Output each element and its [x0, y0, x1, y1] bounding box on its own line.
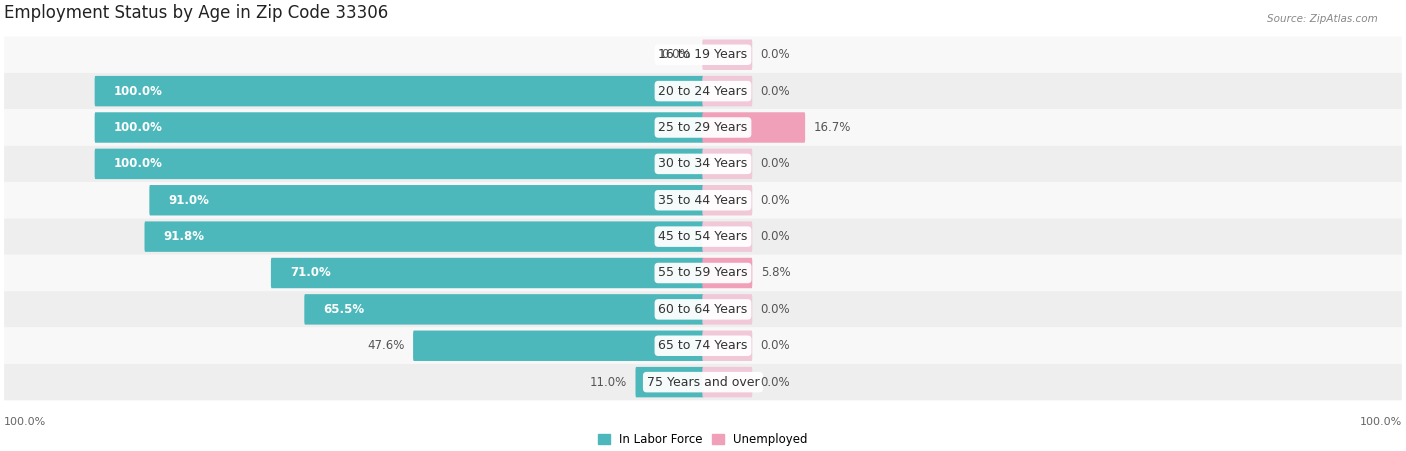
Legend: In Labor Force, Unemployed: In Labor Force, Unemployed: [593, 428, 813, 451]
FancyBboxPatch shape: [4, 109, 1402, 146]
FancyBboxPatch shape: [304, 294, 703, 325]
Text: 0.0%: 0.0%: [761, 85, 790, 97]
Text: 35 to 44 Years: 35 to 44 Years: [658, 194, 748, 207]
Text: 0.0%: 0.0%: [661, 48, 690, 61]
FancyBboxPatch shape: [703, 367, 752, 397]
Text: 0.0%: 0.0%: [761, 376, 790, 389]
Text: 100.0%: 100.0%: [4, 417, 46, 427]
Text: 47.6%: 47.6%: [367, 339, 405, 352]
Text: 91.8%: 91.8%: [163, 230, 204, 243]
FancyBboxPatch shape: [4, 327, 1402, 364]
Text: 16.7%: 16.7%: [814, 121, 851, 134]
Text: 100.0%: 100.0%: [114, 121, 163, 134]
Text: 16 to 19 Years: 16 to 19 Years: [658, 48, 748, 61]
FancyBboxPatch shape: [4, 37, 1402, 73]
Text: 11.0%: 11.0%: [589, 376, 627, 389]
FancyBboxPatch shape: [703, 185, 752, 216]
FancyBboxPatch shape: [703, 149, 752, 179]
Text: 20 to 24 Years: 20 to 24 Years: [658, 85, 748, 97]
Text: 45 to 54 Years: 45 to 54 Years: [658, 230, 748, 243]
Text: 0.0%: 0.0%: [761, 230, 790, 243]
FancyBboxPatch shape: [145, 221, 703, 252]
FancyBboxPatch shape: [4, 146, 1402, 182]
Text: 71.0%: 71.0%: [290, 267, 330, 280]
FancyBboxPatch shape: [703, 40, 752, 70]
Text: 100.0%: 100.0%: [114, 85, 163, 97]
Text: 25 to 29 Years: 25 to 29 Years: [658, 121, 748, 134]
FancyBboxPatch shape: [4, 364, 1402, 400]
Text: 91.0%: 91.0%: [169, 194, 209, 207]
FancyBboxPatch shape: [94, 149, 703, 179]
Text: 0.0%: 0.0%: [761, 157, 790, 170]
Text: 30 to 34 Years: 30 to 34 Years: [658, 157, 748, 170]
FancyBboxPatch shape: [4, 291, 1402, 327]
Text: 5.8%: 5.8%: [761, 267, 790, 280]
FancyBboxPatch shape: [703, 331, 752, 361]
FancyBboxPatch shape: [4, 255, 1402, 291]
Text: 0.0%: 0.0%: [761, 339, 790, 352]
FancyBboxPatch shape: [271, 258, 703, 288]
FancyBboxPatch shape: [4, 182, 1402, 218]
Text: 0.0%: 0.0%: [761, 48, 790, 61]
FancyBboxPatch shape: [703, 294, 752, 325]
Text: 100.0%: 100.0%: [1360, 417, 1402, 427]
Text: 0.0%: 0.0%: [761, 194, 790, 207]
FancyBboxPatch shape: [4, 73, 1402, 109]
Text: 65.5%: 65.5%: [323, 303, 364, 316]
Text: 60 to 64 Years: 60 to 64 Years: [658, 303, 748, 316]
FancyBboxPatch shape: [94, 76, 703, 106]
FancyBboxPatch shape: [703, 221, 752, 252]
Text: Employment Status by Age in Zip Code 33306: Employment Status by Age in Zip Code 333…: [4, 4, 388, 22]
FancyBboxPatch shape: [94, 112, 703, 143]
FancyBboxPatch shape: [149, 185, 703, 216]
Text: 65 to 74 Years: 65 to 74 Years: [658, 339, 748, 352]
Text: 0.0%: 0.0%: [761, 303, 790, 316]
Text: 100.0%: 100.0%: [114, 157, 163, 170]
FancyBboxPatch shape: [413, 331, 703, 361]
Text: Source: ZipAtlas.com: Source: ZipAtlas.com: [1267, 14, 1378, 23]
FancyBboxPatch shape: [703, 258, 752, 288]
FancyBboxPatch shape: [703, 76, 752, 106]
FancyBboxPatch shape: [703, 112, 806, 143]
FancyBboxPatch shape: [636, 367, 703, 397]
Text: 75 Years and over: 75 Years and over: [647, 376, 759, 389]
Text: 55 to 59 Years: 55 to 59 Years: [658, 267, 748, 280]
FancyBboxPatch shape: [4, 218, 1402, 255]
